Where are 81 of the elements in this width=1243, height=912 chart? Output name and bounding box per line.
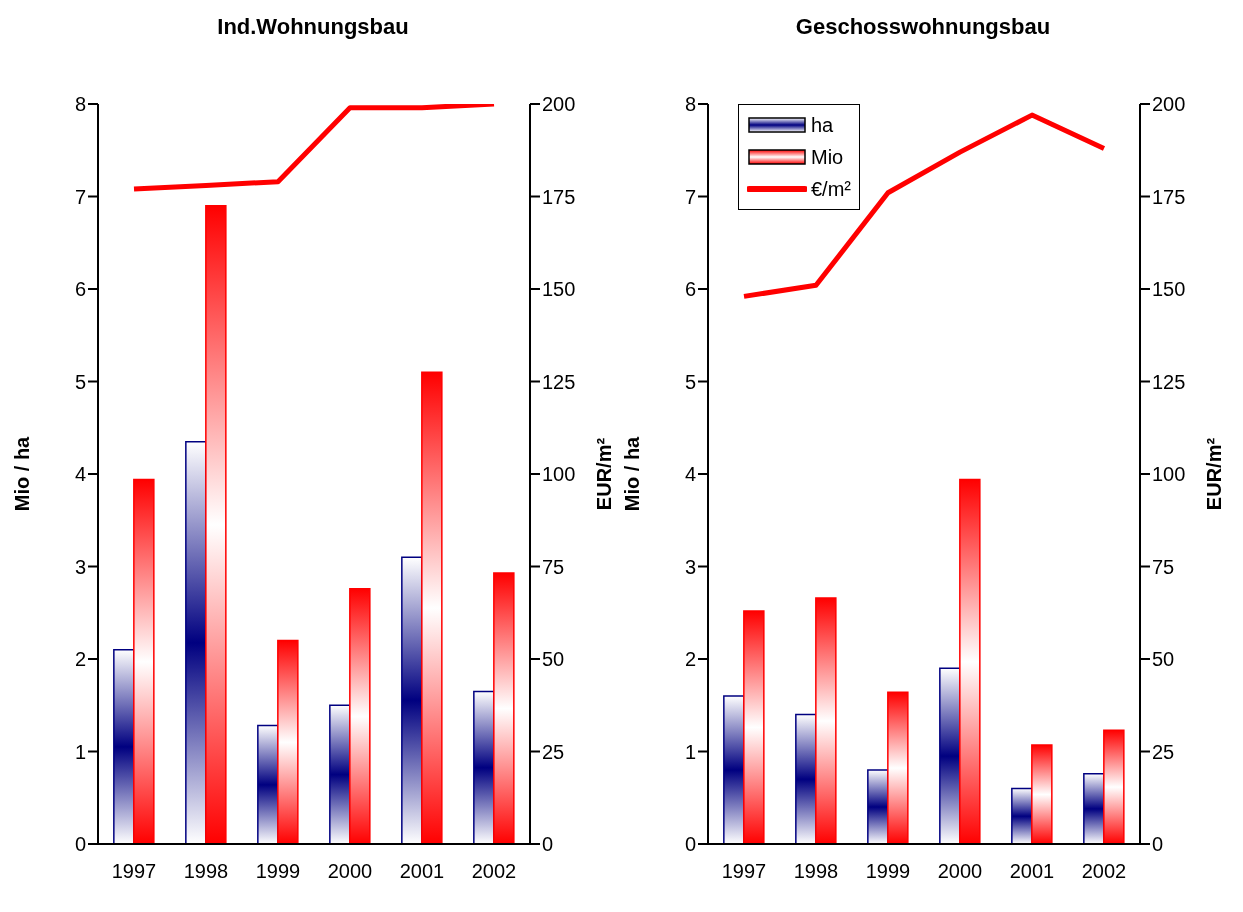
bar <box>939 667 961 844</box>
y2-tick-label: 200 <box>542 93 576 116</box>
y-axis-title: Mio / ha <box>621 435 644 512</box>
bar <box>867 769 889 844</box>
y-tick-label: 7 <box>74 185 86 208</box>
chart-title: Ind.Wohnungsbau <box>216 13 410 41</box>
y-tick-label: 6 <box>684 278 696 301</box>
bar <box>349 587 371 844</box>
x-tick-label: 1999 <box>255 860 301 883</box>
y2-tick-label: 100 <box>1152 463 1186 486</box>
y-axis-title: Mio / ha <box>11 435 34 512</box>
x-tick-label: 2001 <box>399 860 445 883</box>
bar <box>113 649 135 844</box>
y-tick-label: 1 <box>684 740 696 763</box>
y2-tick-label: 175 <box>542 185 576 208</box>
bar <box>205 205 227 844</box>
y-tick-label: 2 <box>684 648 696 671</box>
y2-tick-label: 25 <box>542 740 565 763</box>
y2-tick-label: 75 <box>542 555 565 578</box>
bar <box>257 724 279 844</box>
y-tick-label: 3 <box>74 555 86 578</box>
x-tick-label: 2002 <box>1081 860 1127 883</box>
y2-tick-label: 125 <box>1152 370 1186 393</box>
y2-tick-label: 125 <box>542 370 576 393</box>
y-tick-label: 3 <box>684 555 696 578</box>
x-tick-label: 1997 <box>721 860 767 883</box>
bar <box>185 440 207 844</box>
y-tick-label: 8 <box>74 93 86 116</box>
x-tick-label: 1998 <box>793 860 839 883</box>
bar <box>493 572 515 844</box>
y-tick-label: 8 <box>684 93 696 116</box>
bar <box>1103 729 1125 844</box>
y2-tick-label: 75 <box>1152 555 1175 578</box>
bar <box>743 610 765 844</box>
y2-tick-label: 150 <box>542 278 576 301</box>
chart-title: Geschosswohnungsbau <box>794 13 1052 41</box>
y2-tick-label: 50 <box>542 648 565 671</box>
bar <box>887 691 909 844</box>
y-tick-label: 0 <box>684 833 696 856</box>
legend-label: ha <box>811 113 834 137</box>
y-tick-label: 2 <box>74 648 86 671</box>
y2-tick-label: 0 <box>542 833 554 856</box>
legend-label: Mio <box>811 145 844 169</box>
bar <box>1031 744 1053 844</box>
x-tick-label: 2000 <box>937 860 983 883</box>
bar <box>1011 787 1033 844</box>
y2-tick-label: 0 <box>1152 833 1164 856</box>
x-tick-label: 2000 <box>327 860 373 883</box>
y-tick-label: 4 <box>74 463 86 486</box>
bar <box>329 704 351 844</box>
y-tick-label: 7 <box>684 185 696 208</box>
y-tick-label: 4 <box>684 463 696 486</box>
bar <box>1083 772 1105 844</box>
y2-tick-label: 175 <box>1152 185 1186 208</box>
y2-tick-label: 200 <box>1152 93 1186 116</box>
x-tick-label: 2002 <box>471 860 517 883</box>
bar <box>723 695 745 844</box>
bar <box>133 478 155 844</box>
x-tick-label: 1998 <box>183 860 229 883</box>
bar <box>401 556 423 844</box>
bar <box>815 597 837 844</box>
legend-label: €/m² <box>811 177 851 201</box>
x-tick-label: 1999 <box>865 860 911 883</box>
x-tick-label: 1997 <box>111 860 157 883</box>
x-tick-label: 2001 <box>1009 860 1055 883</box>
y-tick-label: 6 <box>74 278 86 301</box>
y2-tick-label: 100 <box>542 463 576 486</box>
bar <box>795 713 817 844</box>
bar <box>277 639 299 844</box>
bar <box>959 478 981 844</box>
bar <box>473 690 495 844</box>
y-tick-label: 0 <box>74 833 86 856</box>
y2-tick-label: 50 <box>1152 648 1175 671</box>
y2-tick-label: 25 <box>1152 740 1175 763</box>
y-tick-label: 5 <box>684 370 696 393</box>
y2-tick-label: 150 <box>1152 278 1186 301</box>
bar <box>421 371 443 844</box>
y-tick-label: 1 <box>74 740 86 763</box>
y2-axis-title: EUR/m² <box>1203 437 1226 511</box>
y-tick-label: 5 <box>74 370 86 393</box>
y2-axis-title: EUR/m² <box>593 437 616 511</box>
